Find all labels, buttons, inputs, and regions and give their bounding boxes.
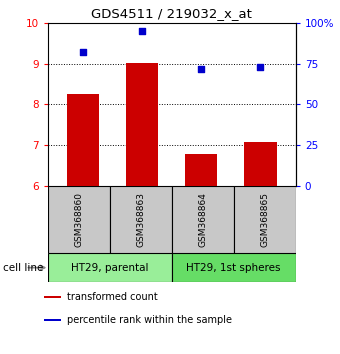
Bar: [126, 63, 158, 186]
Text: transformed count: transformed count: [67, 292, 157, 302]
Text: GSM368863: GSM368863: [136, 192, 145, 247]
Text: percentile rank within the sample: percentile rank within the sample: [67, 315, 232, 325]
Text: GSM368865: GSM368865: [260, 192, 269, 247]
Point: [139, 28, 145, 34]
Bar: [244, 142, 277, 186]
Bar: [48, 186, 109, 253]
Text: GSM368864: GSM368864: [198, 192, 207, 247]
Bar: [172, 253, 296, 282]
Bar: [67, 94, 99, 186]
Bar: [234, 186, 296, 253]
Text: HT29, 1st spheres: HT29, 1st spheres: [187, 263, 281, 273]
Bar: [44, 319, 61, 321]
Point: [258, 64, 263, 70]
Title: GDS4511 / 219032_x_at: GDS4511 / 219032_x_at: [91, 7, 252, 21]
Point: [80, 50, 86, 55]
Text: GSM368860: GSM368860: [74, 192, 83, 247]
Bar: [48, 253, 172, 282]
Bar: [172, 186, 234, 253]
Bar: [185, 154, 218, 186]
Point: [199, 66, 204, 72]
Bar: [44, 296, 61, 298]
Bar: [109, 186, 172, 253]
Text: HT29, parental: HT29, parental: [71, 263, 148, 273]
Text: cell line: cell line: [3, 263, 44, 273]
